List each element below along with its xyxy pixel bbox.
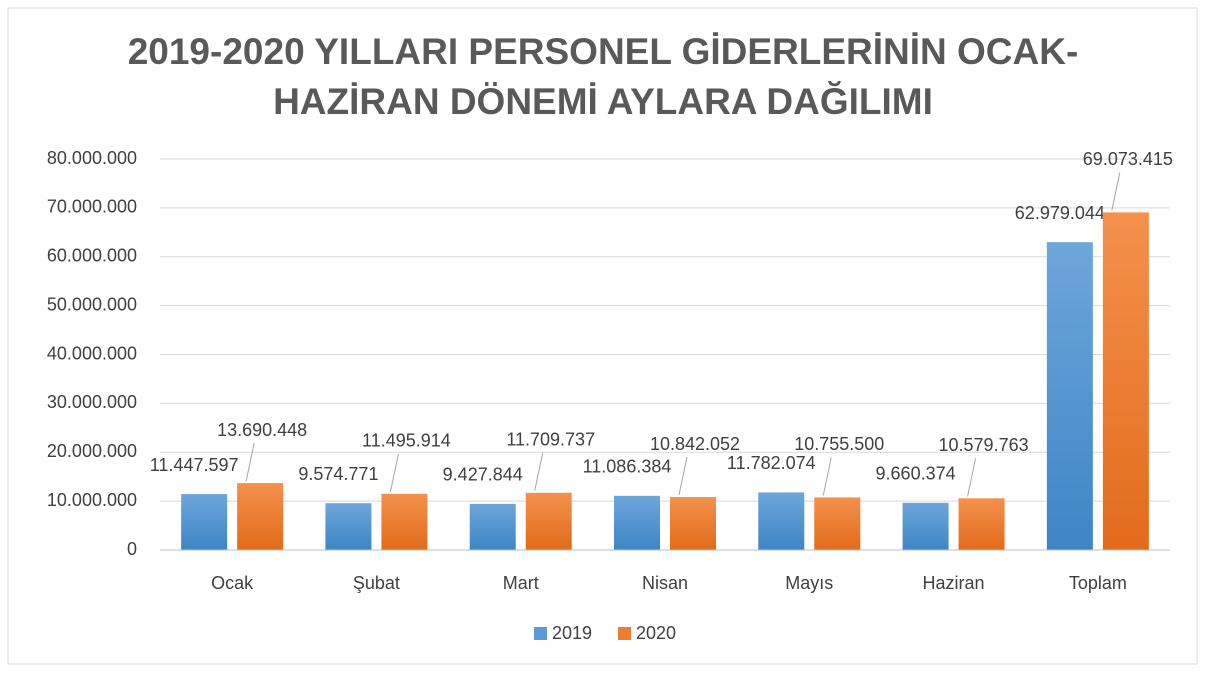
leader-line [678, 456, 688, 496]
data-label: 10.755.500 [794, 434, 884, 454]
data-label: 62.979.044 [1015, 203, 1105, 223]
data-label: 11.782.074 [727, 453, 816, 473]
y-tick-label: 70.000.000 [47, 197, 137, 217]
y-tick-label: 80.000.000 [47, 148, 137, 168]
bar [1046, 242, 1093, 550]
data-label: 11.709.737 [506, 430, 595, 450]
bar [181, 494, 228, 550]
chart-title: HAZİRAN DÖNEMİ AYLARA DAĞILIMI [273, 81, 933, 122]
data-label: 13.690.448 [217, 420, 307, 440]
leader-line [245, 442, 255, 482]
y-tick-label: 0 [127, 539, 137, 559]
chart-border [7, 7, 1198, 665]
x-tick-label: Toplam [1069, 573, 1127, 593]
bar [1102, 212, 1149, 550]
leader-line [389, 453, 399, 492]
bar [902, 502, 949, 550]
leader-line [534, 452, 544, 491]
legend-label: 2020 [636, 623, 676, 643]
bar [525, 492, 572, 550]
data-label: 11.086.384 [583, 457, 672, 477]
x-tick-label: Nisan [642, 573, 688, 593]
y-tick-label: 20.000.000 [47, 441, 137, 461]
legend-swatch [618, 627, 631, 640]
data-label: 10.579.763 [939, 435, 1029, 455]
legend-label: 2019 [552, 623, 592, 643]
y-tick-label: 50.000.000 [47, 294, 137, 314]
bar [325, 503, 372, 550]
chart-title: 2019-2020 YILLARI PERSONEL GİDERLERİNİN … [128, 31, 1079, 72]
bar [758, 492, 805, 550]
data-label: 10.842.052 [650, 434, 740, 454]
bar [237, 483, 284, 550]
legend-swatch [534, 627, 547, 640]
bar [958, 498, 1005, 550]
bar [614, 495, 660, 550]
data-label: 9.574.771 [298, 464, 378, 484]
x-tick-label: Haziran [923, 573, 985, 593]
data-label: 11.447.597 [150, 455, 239, 475]
leader-line [1111, 172, 1121, 211]
data-label: 9.660.374 [876, 464, 956, 484]
data-label: 69.073.415 [1083, 149, 1173, 169]
x-tick-label: Ocak [211, 573, 254, 593]
y-tick-label: 40.000.000 [47, 343, 137, 363]
bar [469, 503, 516, 550]
leader-line [822, 457, 832, 496]
bar [670, 497, 716, 550]
x-tick-label: Şubat [353, 573, 400, 593]
x-tick-label: Mayıs [785, 573, 833, 593]
bar [814, 497, 861, 550]
data-label: 11.495.914 [362, 431, 451, 451]
x-tick-label: Mart [503, 573, 539, 593]
leader-line [967, 458, 977, 497]
y-tick-label: 60.000.000 [47, 246, 137, 266]
y-tick-label: 10.000.000 [47, 490, 137, 510]
y-tick-label: 30.000.000 [47, 392, 137, 412]
data-label: 9.427.844 [443, 465, 523, 485]
bar [381, 493, 428, 550]
